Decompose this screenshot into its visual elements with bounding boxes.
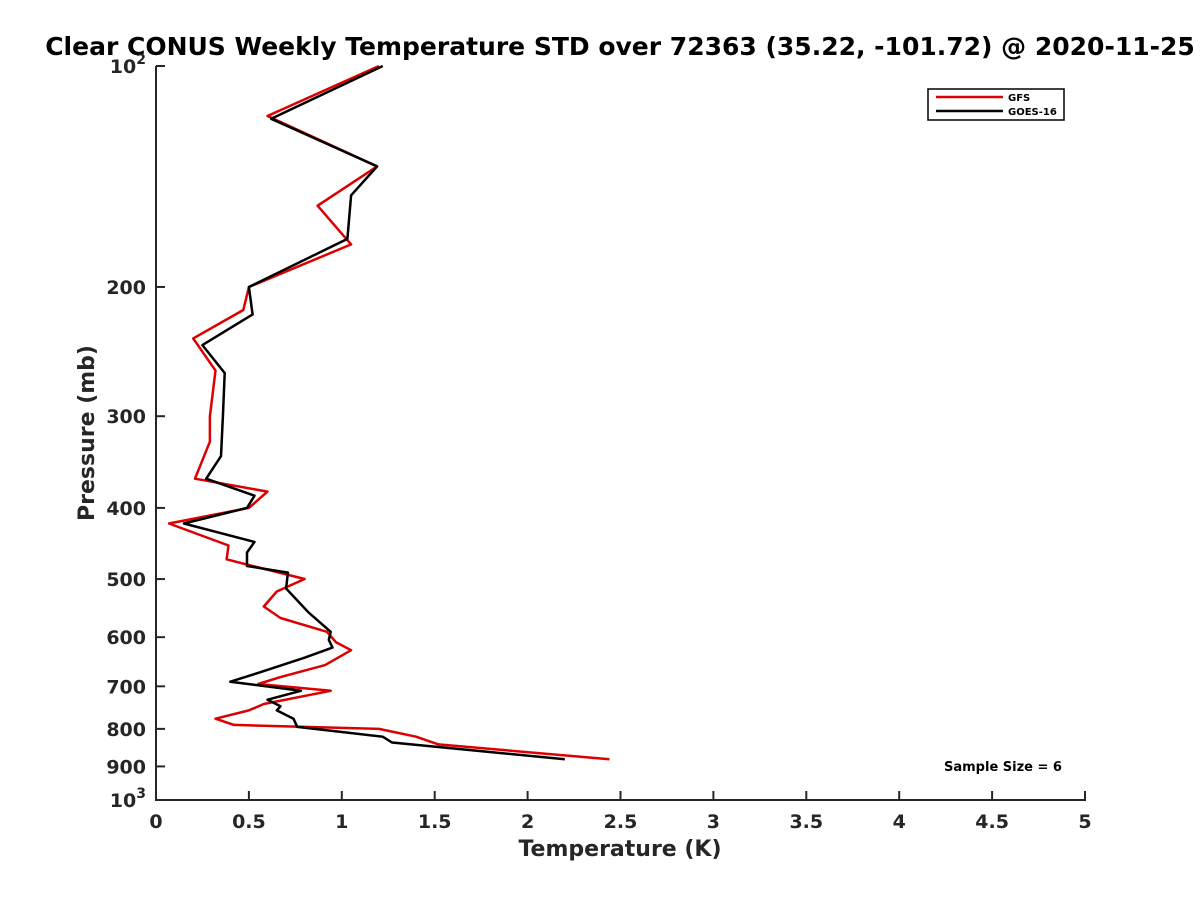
x-axis-ticks: 0 0.5 1 1.5 2 2.5 3 3.5 4 4.5 5 (149, 791, 1092, 833)
x-tick-label: 0 (149, 811, 162, 833)
y-tick-label: 200 (106, 277, 146, 299)
y-tick-label: 103 (110, 786, 146, 812)
x-tick-label: 4.5 (975, 811, 1009, 833)
y-tick-label: 700 (106, 676, 146, 698)
x-tick-label: 3 (707, 811, 720, 833)
x-tick-label: 2 (521, 811, 534, 833)
y-tick-label: 600 (106, 627, 146, 649)
x-tick-label: 0.5 (232, 811, 266, 833)
series-line-goes16 (182, 64, 565, 761)
x-tick-label: 1 (335, 811, 348, 833)
legend: GFS GOES-16 (927, 88, 1065, 121)
x-tick-label: 2.5 (604, 811, 638, 833)
x-tick-label: 4 (893, 811, 906, 833)
x-axis-label: Temperature (K) (518, 837, 721, 862)
y-tick-label: 800 (106, 719, 146, 741)
y-tick-label: 300 (106, 406, 146, 428)
y-axis-label: Pressure (mb) (75, 345, 100, 521)
y-axis-ticks: 102 200 300 400 500 600 700 800 900 103 (106, 52, 165, 812)
legend-label-goes16: GOES-16 (1008, 107, 1057, 118)
chart-title: Clear CONUS Weekly Temperature STD over … (45, 32, 1195, 61)
sample-size-annotation: Sample Size = 6 (944, 760, 1062, 775)
y-tick-label: 102 (110, 52, 146, 78)
y-tick-label: 500 (106, 569, 146, 591)
x-tick-label: 5 (1078, 811, 1091, 833)
series-line-gfs (167, 64, 610, 761)
series-layer (167, 64, 610, 761)
x-tick-label: 3.5 (789, 811, 823, 833)
plot-area: 0 0.5 1 1.5 2 2.5 3 3.5 4 4.5 5 102 200 300 400 500 600… (106, 52, 1091, 833)
y-tick-label: 400 (106, 498, 146, 520)
legend-label-gfs: GFS (1008, 93, 1030, 104)
x-tick-label: 1.5 (418, 811, 452, 833)
y-tick-label: 900 (106, 756, 146, 778)
legend-box (927, 88, 1065, 121)
